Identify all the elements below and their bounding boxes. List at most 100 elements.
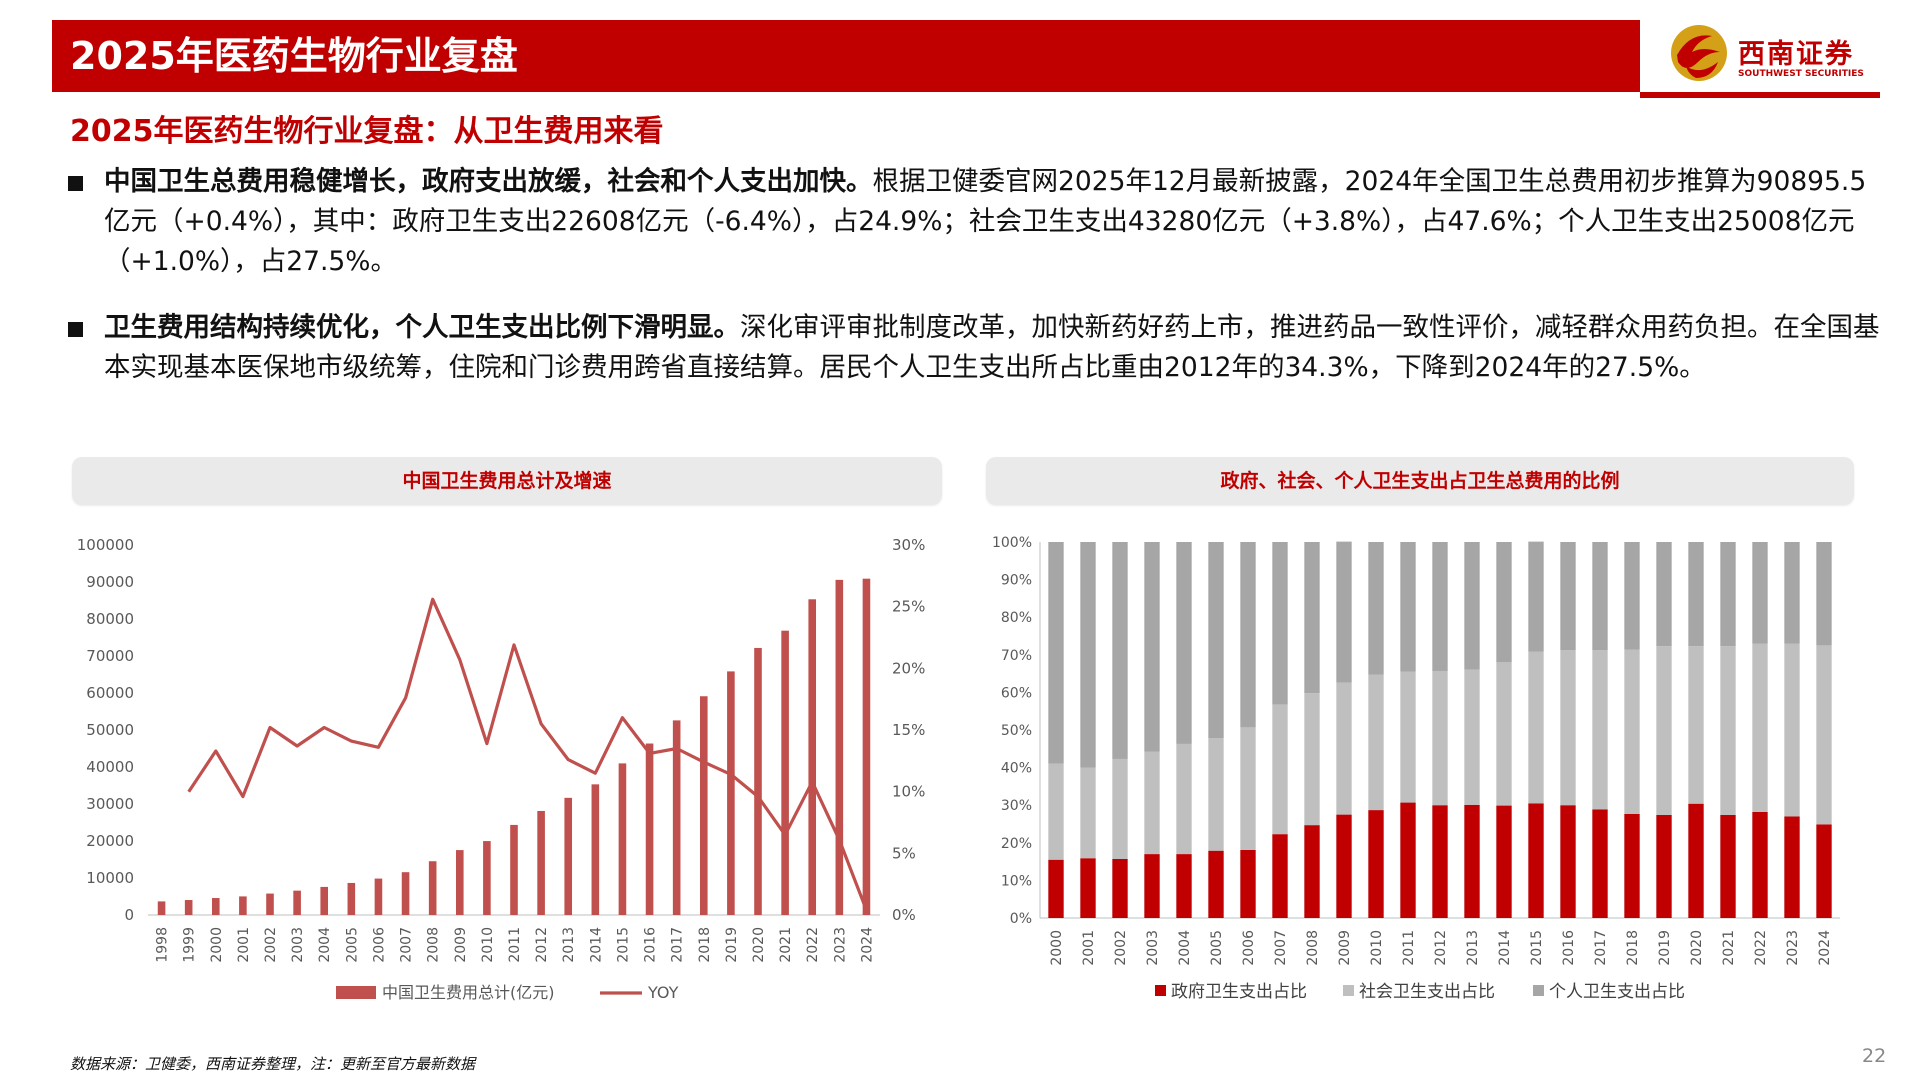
bar-total-expenditure — [347, 882, 356, 915]
y-right-tick-label: 25% — [892, 598, 925, 616]
x-tick-label: 2008 — [426, 927, 442, 963]
stacked-bar-segment — [1624, 542, 1640, 650]
x-tick-label: 2015 — [1529, 930, 1545, 966]
bar-total-expenditure — [537, 810, 545, 915]
y-tick-label: 10% — [1001, 873, 1032, 889]
y-left-tick-label: 30000 — [86, 795, 134, 813]
logo-english-name: SOUTHWEST SECURITIES — [1738, 69, 1864, 79]
stacked-bar-segment — [1528, 541, 1544, 652]
stacked-bar-segment — [1336, 682, 1352, 815]
square-bullet-icon — [68, 176, 83, 191]
stacked-bar-segment — [1336, 814, 1352, 918]
x-tick-label: 2002 — [263, 927, 279, 963]
stacked-bar-segment — [1240, 849, 1256, 918]
x-tick-label: 2009 — [453, 927, 469, 963]
x-tick-label: 2013 — [561, 927, 577, 963]
legend-label: 个人卫生支出占比 — [1549, 982, 1685, 1002]
stacked-bar-segment — [1048, 859, 1064, 918]
stacked-bar-segment — [1240, 727, 1256, 850]
stacked-bar-segment — [1432, 542, 1448, 671]
x-tick-label: 2013 — [1465, 930, 1481, 966]
stacked-bar-segment — [1368, 674, 1384, 811]
stacked-bar-segment — [1464, 804, 1480, 918]
stacked-bar-segment — [1816, 824, 1832, 918]
legend-label-total: 中国卫生费用总计(亿元) — [382, 983, 555, 1002]
bar-total-expenditure — [510, 824, 518, 915]
x-tick-label: 2019 — [1657, 930, 1673, 966]
legend-swatch — [1343, 985, 1354, 996]
y-tick-label: 50% — [1001, 723, 1032, 739]
stacked-bar-segment — [1208, 850, 1224, 918]
y-left-tick-label: 10000 — [86, 869, 134, 887]
total-health-expenditure-chart: 0 10000 20000 30000 40000 50000 60000 70000 8000… — [77, 536, 926, 1002]
stacked-bar-segment — [1720, 814, 1736, 918]
stacked-bar-segment — [1688, 542, 1704, 647]
x-tick-label: 2012 — [534, 927, 550, 963]
x-tick-label: 2005 — [1209, 930, 1225, 966]
x-tick-label: 2022 — [1753, 930, 1769, 966]
bullet-1-text: 根据卫健委官网2025年12月最新披露，2024年全国卫生总费用初步推算为908… — [104, 166, 1867, 277]
bar-total-expenditure — [374, 878, 383, 915]
legend-label: 社会卫生支出占比 — [1359, 982, 1495, 1002]
y-left-tick-label: 70000 — [86, 647, 134, 665]
stacked-bar-segment — [1144, 854, 1160, 918]
stacked-bar-segment — [1656, 646, 1672, 815]
stacked-bar-segment — [1784, 643, 1800, 817]
y-tick-label: 20% — [1001, 836, 1032, 852]
x-tick-label: 2006 — [1241, 930, 1257, 966]
bullet-2-text: 深化审评审批制度改革，加快新药好药上市，推进药品一致性评价，减轻群众用药负担。在… — [104, 312, 1880, 383]
bullet-paragraph-2: 卫生费用结构持续优化，个人卫生支出比例下滑明显。深化审评审批制度改革，加快新药好… — [68, 308, 1890, 388]
y-right-tick-label: 10% — [892, 783, 925, 801]
y-left-tick-label: 80000 — [86, 610, 134, 628]
x-tick-label: 2022 — [805, 927, 821, 963]
stacked-bar-segment — [1144, 751, 1160, 855]
stacked-bar-segment — [1176, 854, 1192, 918]
x-tick-label: 2018 — [697, 927, 713, 963]
y-left-tick-label: 100000 — [77, 536, 134, 554]
bar-total-expenditure — [672, 720, 681, 915]
x-tick-label: 2010 — [1369, 930, 1385, 966]
stacked-bar-segment — [1048, 763, 1064, 860]
stacked-bar-segment — [1496, 805, 1512, 918]
x-tick-label: 2011 — [507, 927, 523, 963]
x-tick-label: 2014 — [588, 927, 604, 963]
y-tick-label: 30% — [1001, 798, 1032, 814]
x-tick-label: 1999 — [182, 927, 198, 963]
bar-total-expenditure — [455, 850, 464, 915]
stacked-bar-segment — [1784, 542, 1800, 644]
stacked-bar-segment — [1368, 542, 1384, 675]
legend-label: 政府卫生支出占比 — [1171, 982, 1307, 1002]
bar-total-expenditure — [808, 599, 817, 915]
x-tick-label: 2007 — [399, 927, 415, 963]
bullet-2-lead: 卫生费用结构持续优化，个人卫生支出比例下滑明显。 — [104, 312, 740, 343]
x-tick-label: 2011 — [1401, 930, 1417, 966]
stacked-bar-segment — [1752, 811, 1768, 918]
stacked-bar-segment — [1592, 650, 1608, 810]
x-tick-label: 2023 — [1785, 930, 1801, 966]
bar-total-expenditure — [618, 763, 627, 915]
bar-total-expenditure — [157, 901, 166, 915]
x-tick-label: 2003 — [1145, 930, 1161, 966]
stacked-bar-segment — [1720, 542, 1736, 647]
stacked-bar-segment — [1272, 834, 1288, 918]
stacked-bar-segment — [1208, 738, 1224, 851]
stacked-bar-segment — [1176, 743, 1192, 855]
left-chart-title: 中国卫生费用总计及增速 — [72, 457, 942, 505]
x-tick-label: 2012 — [1433, 930, 1449, 966]
y-right-tick-label: 0% — [892, 906, 916, 924]
bar-total-expenditure — [781, 630, 789, 915]
stacked-bar-segment — [1560, 650, 1576, 806]
bar-total-expenditure — [293, 890, 301, 915]
stacked-bar-segment — [1400, 542, 1416, 672]
bar-total-expenditure — [591, 784, 600, 915]
stacked-bar-segment — [1272, 704, 1288, 835]
square-bullet-icon — [68, 322, 83, 337]
stacked-bar-segment — [1432, 805, 1448, 918]
bar-total-expenditure — [428, 861, 437, 915]
x-tick-label: 2018 — [1625, 930, 1641, 966]
stacked-bar-segment — [1336, 541, 1352, 683]
x-tick-label: 2003 — [290, 927, 306, 963]
x-tick-label: 2002 — [1113, 930, 1129, 966]
bar-total-expenditure — [266, 893, 274, 915]
legend-label-yoy: YOY — [647, 983, 679, 1002]
